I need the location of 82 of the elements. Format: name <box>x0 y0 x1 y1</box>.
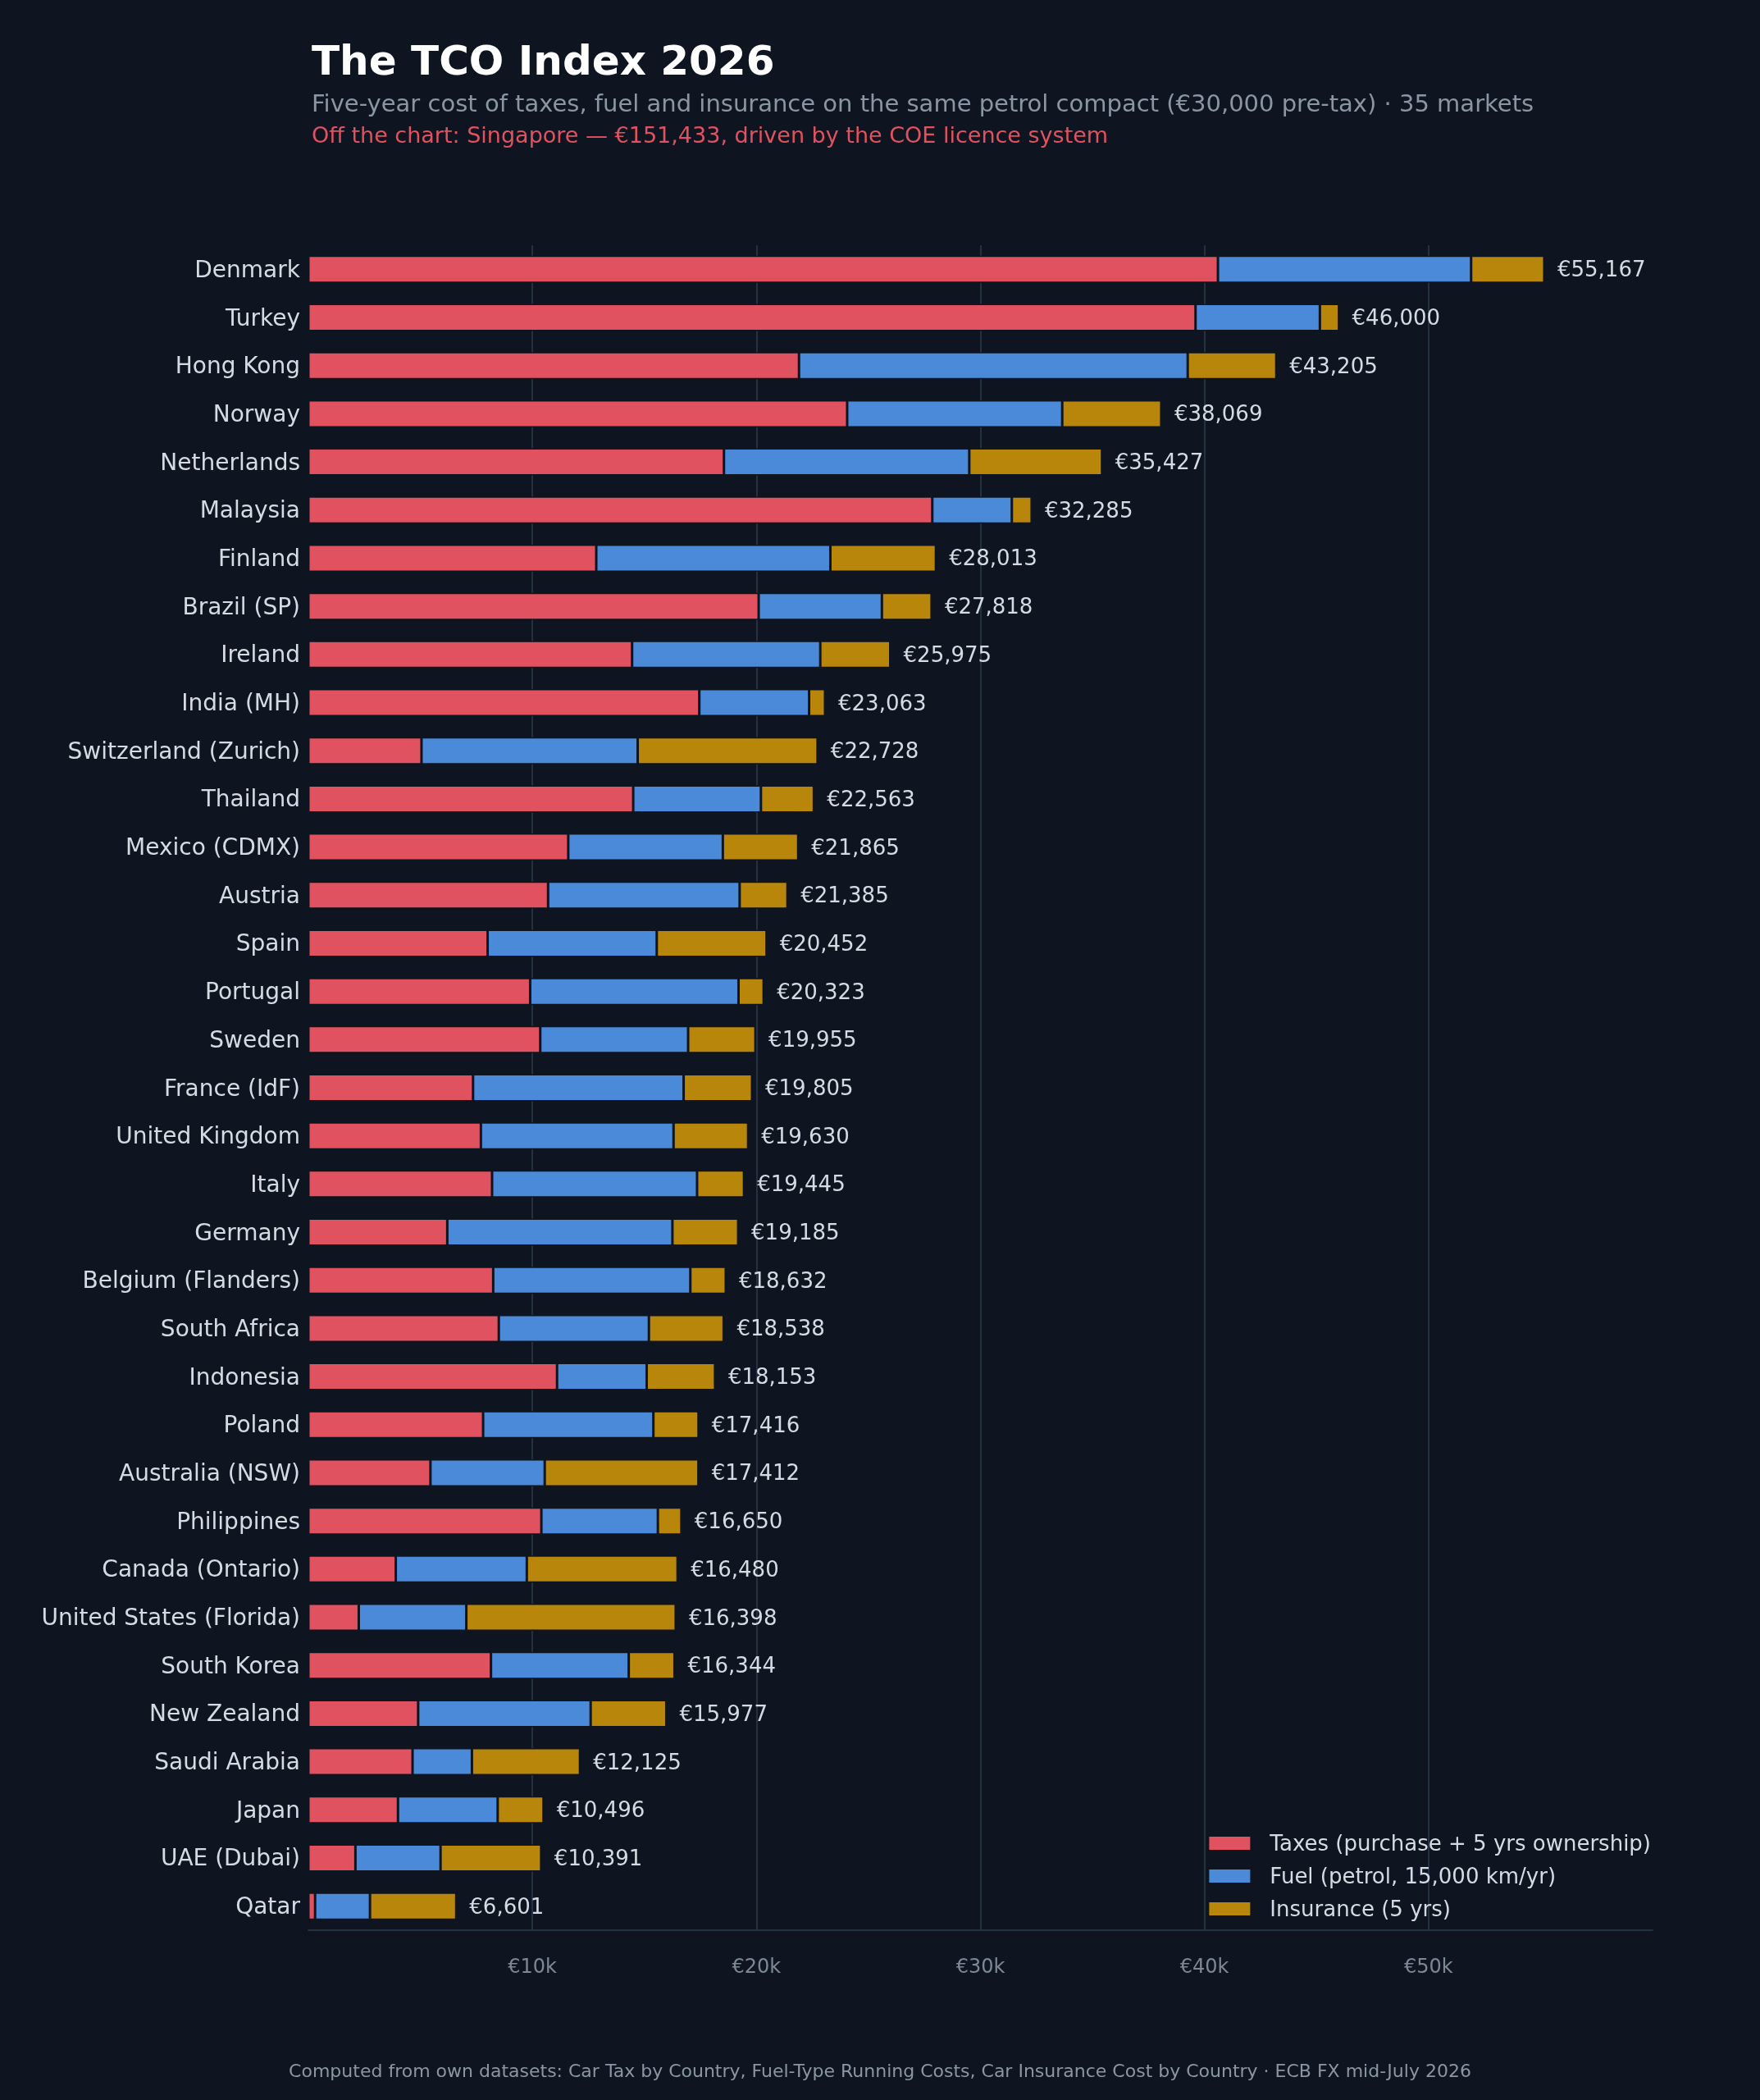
chart-title: The TCO Index 2026 <box>312 37 775 84</box>
total-label: €6,601 <box>469 1893 545 1919</box>
total-label: €18,632 <box>738 1267 828 1293</box>
y-tick-label: Germany <box>194 1218 300 1246</box>
total-label: €16,480 <box>691 1556 779 1582</box>
total-label: €22,728 <box>830 738 919 764</box>
total-label: €23,063 <box>838 690 927 715</box>
x-tick-label: €40k <box>1179 1955 1229 1978</box>
y-tick-label: Japan <box>234 1796 300 1824</box>
y-tick-label: Netherlands <box>160 448 300 476</box>
y-tick-label: Belgium (Flanders) <box>82 1267 300 1294</box>
y-tick-label: Finland <box>217 544 300 572</box>
y-tick-label: Italy <box>250 1170 300 1198</box>
y-tick-label: Austria <box>219 881 300 909</box>
total-label: €38,069 <box>1174 401 1263 427</box>
y-tick-label: Mexico (CDMX) <box>125 833 300 861</box>
total-label: €20,452 <box>779 930 869 956</box>
legend-label: Taxes (purchase + 5 yrs ownership) <box>1269 1831 1651 1856</box>
x-tick-label: €50k <box>1403 1955 1453 1978</box>
y-tick-label: Portugal <box>205 978 300 1006</box>
y-tick-label: United Kingdom <box>116 1122 300 1150</box>
y-tick-label: Indonesia <box>189 1363 300 1390</box>
y-tick-label: Ireland <box>221 641 300 669</box>
total-label: €10,496 <box>556 1797 645 1823</box>
total-label: €19,185 <box>751 1220 840 1245</box>
total-label: €18,153 <box>727 1364 817 1390</box>
total-label: €43,205 <box>1289 353 1378 378</box>
y-tick-label: United States (Florida) <box>41 1604 300 1632</box>
total-label: €19,955 <box>768 1027 857 1052</box>
y-tick-label: Hong Kong <box>175 352 300 380</box>
y-tick-label: India (MH) <box>181 689 300 717</box>
total-label: €19,445 <box>757 1171 846 1197</box>
total-label: €46,000 <box>1352 305 1441 331</box>
chart-subtitle: Five-year cost of taxes, fuel and insurance on the same petrol compact (€30,000 pre-tax) · 35 markets <box>312 89 1534 117</box>
total-label: €21,385 <box>800 883 889 908</box>
y-tick-label: South Korea <box>161 1651 300 1679</box>
total-label: €18,538 <box>736 1316 825 1341</box>
total-label: €12,125 <box>593 1749 682 1774</box>
total-label: €16,398 <box>688 1605 777 1630</box>
y-tick-label: Malaysia <box>199 496 300 524</box>
total-label: €21,865 <box>811 834 900 860</box>
total-label: €19,805 <box>765 1075 854 1100</box>
total-label: €16,650 <box>694 1509 783 1534</box>
total-label: €55,167 <box>1557 257 1646 282</box>
total-label: €15,977 <box>679 1701 768 1726</box>
total-label: €17,416 <box>711 1412 800 1437</box>
text: Off the chart: Singapore — €151,433, driven by the COE licence system <box>312 122 1109 148</box>
legend-label: Fuel (petrol, 15,000 km/yr) <box>1270 1864 1557 1888</box>
y-tick-label: Philippines <box>176 1507 300 1535</box>
y-tick-label: Qatar <box>235 1892 301 1920</box>
y-tick-label: Australia (NSW) <box>118 1459 300 1486</box>
total-label: €28,013 <box>949 546 1037 571</box>
y-tick-label: France (IdF) <box>164 1074 300 1102</box>
y-tick-label: Norway <box>212 399 300 427</box>
text: Computed from own datasets: Car Tax by Country, Fuel-Type Running Costs, Car Insurance Cost by Country · ECB FX mid-July 2026 <box>289 2060 1471 2081</box>
total-label: €22,563 <box>827 786 915 811</box>
y-tick-label: Poland <box>223 1411 300 1439</box>
total-label: €17,412 <box>711 1460 800 1486</box>
y-tick-label: Switzerland (Zurich) <box>67 737 300 765</box>
y-tick-label: Saudi Arabia <box>154 1748 300 1776</box>
x-tick-label: €20k <box>732 1955 782 1978</box>
total-label: €27,818 <box>944 594 1033 619</box>
y-tick-label: Canada (Ontario) <box>102 1555 300 1583</box>
total-label: €16,344 <box>687 1653 776 1678</box>
y-tick-label: Thailand <box>200 785 300 813</box>
y-tick-label: UAE (Dubai) <box>160 1844 300 1872</box>
total-label: €35,427 <box>1115 450 1204 475</box>
total-label: €10,391 <box>554 1845 643 1870</box>
y-tick-label: Turkey <box>224 304 300 331</box>
total-label: €25,975 <box>903 641 992 667</box>
y-tick-label: Sweden <box>209 1025 300 1053</box>
total-label: €19,630 <box>761 1123 850 1148</box>
x-tick-label: €30k <box>955 1955 1005 1978</box>
total-label: €20,323 <box>777 979 865 1004</box>
total-label: €32,285 <box>1044 497 1133 523</box>
legend-label: Insurance (5 yrs) <box>1270 1897 1451 1921</box>
y-tick-label: Denmark <box>194 255 301 283</box>
y-tick-label: New Zealand <box>149 1700 300 1728</box>
y-tick-label: South Africa <box>160 1314 300 1342</box>
x-tick-label: €10k <box>508 1955 558 1978</box>
y-tick-label: Brazil (SP) <box>182 592 300 620</box>
y-tick-label: Spain <box>235 929 300 957</box>
